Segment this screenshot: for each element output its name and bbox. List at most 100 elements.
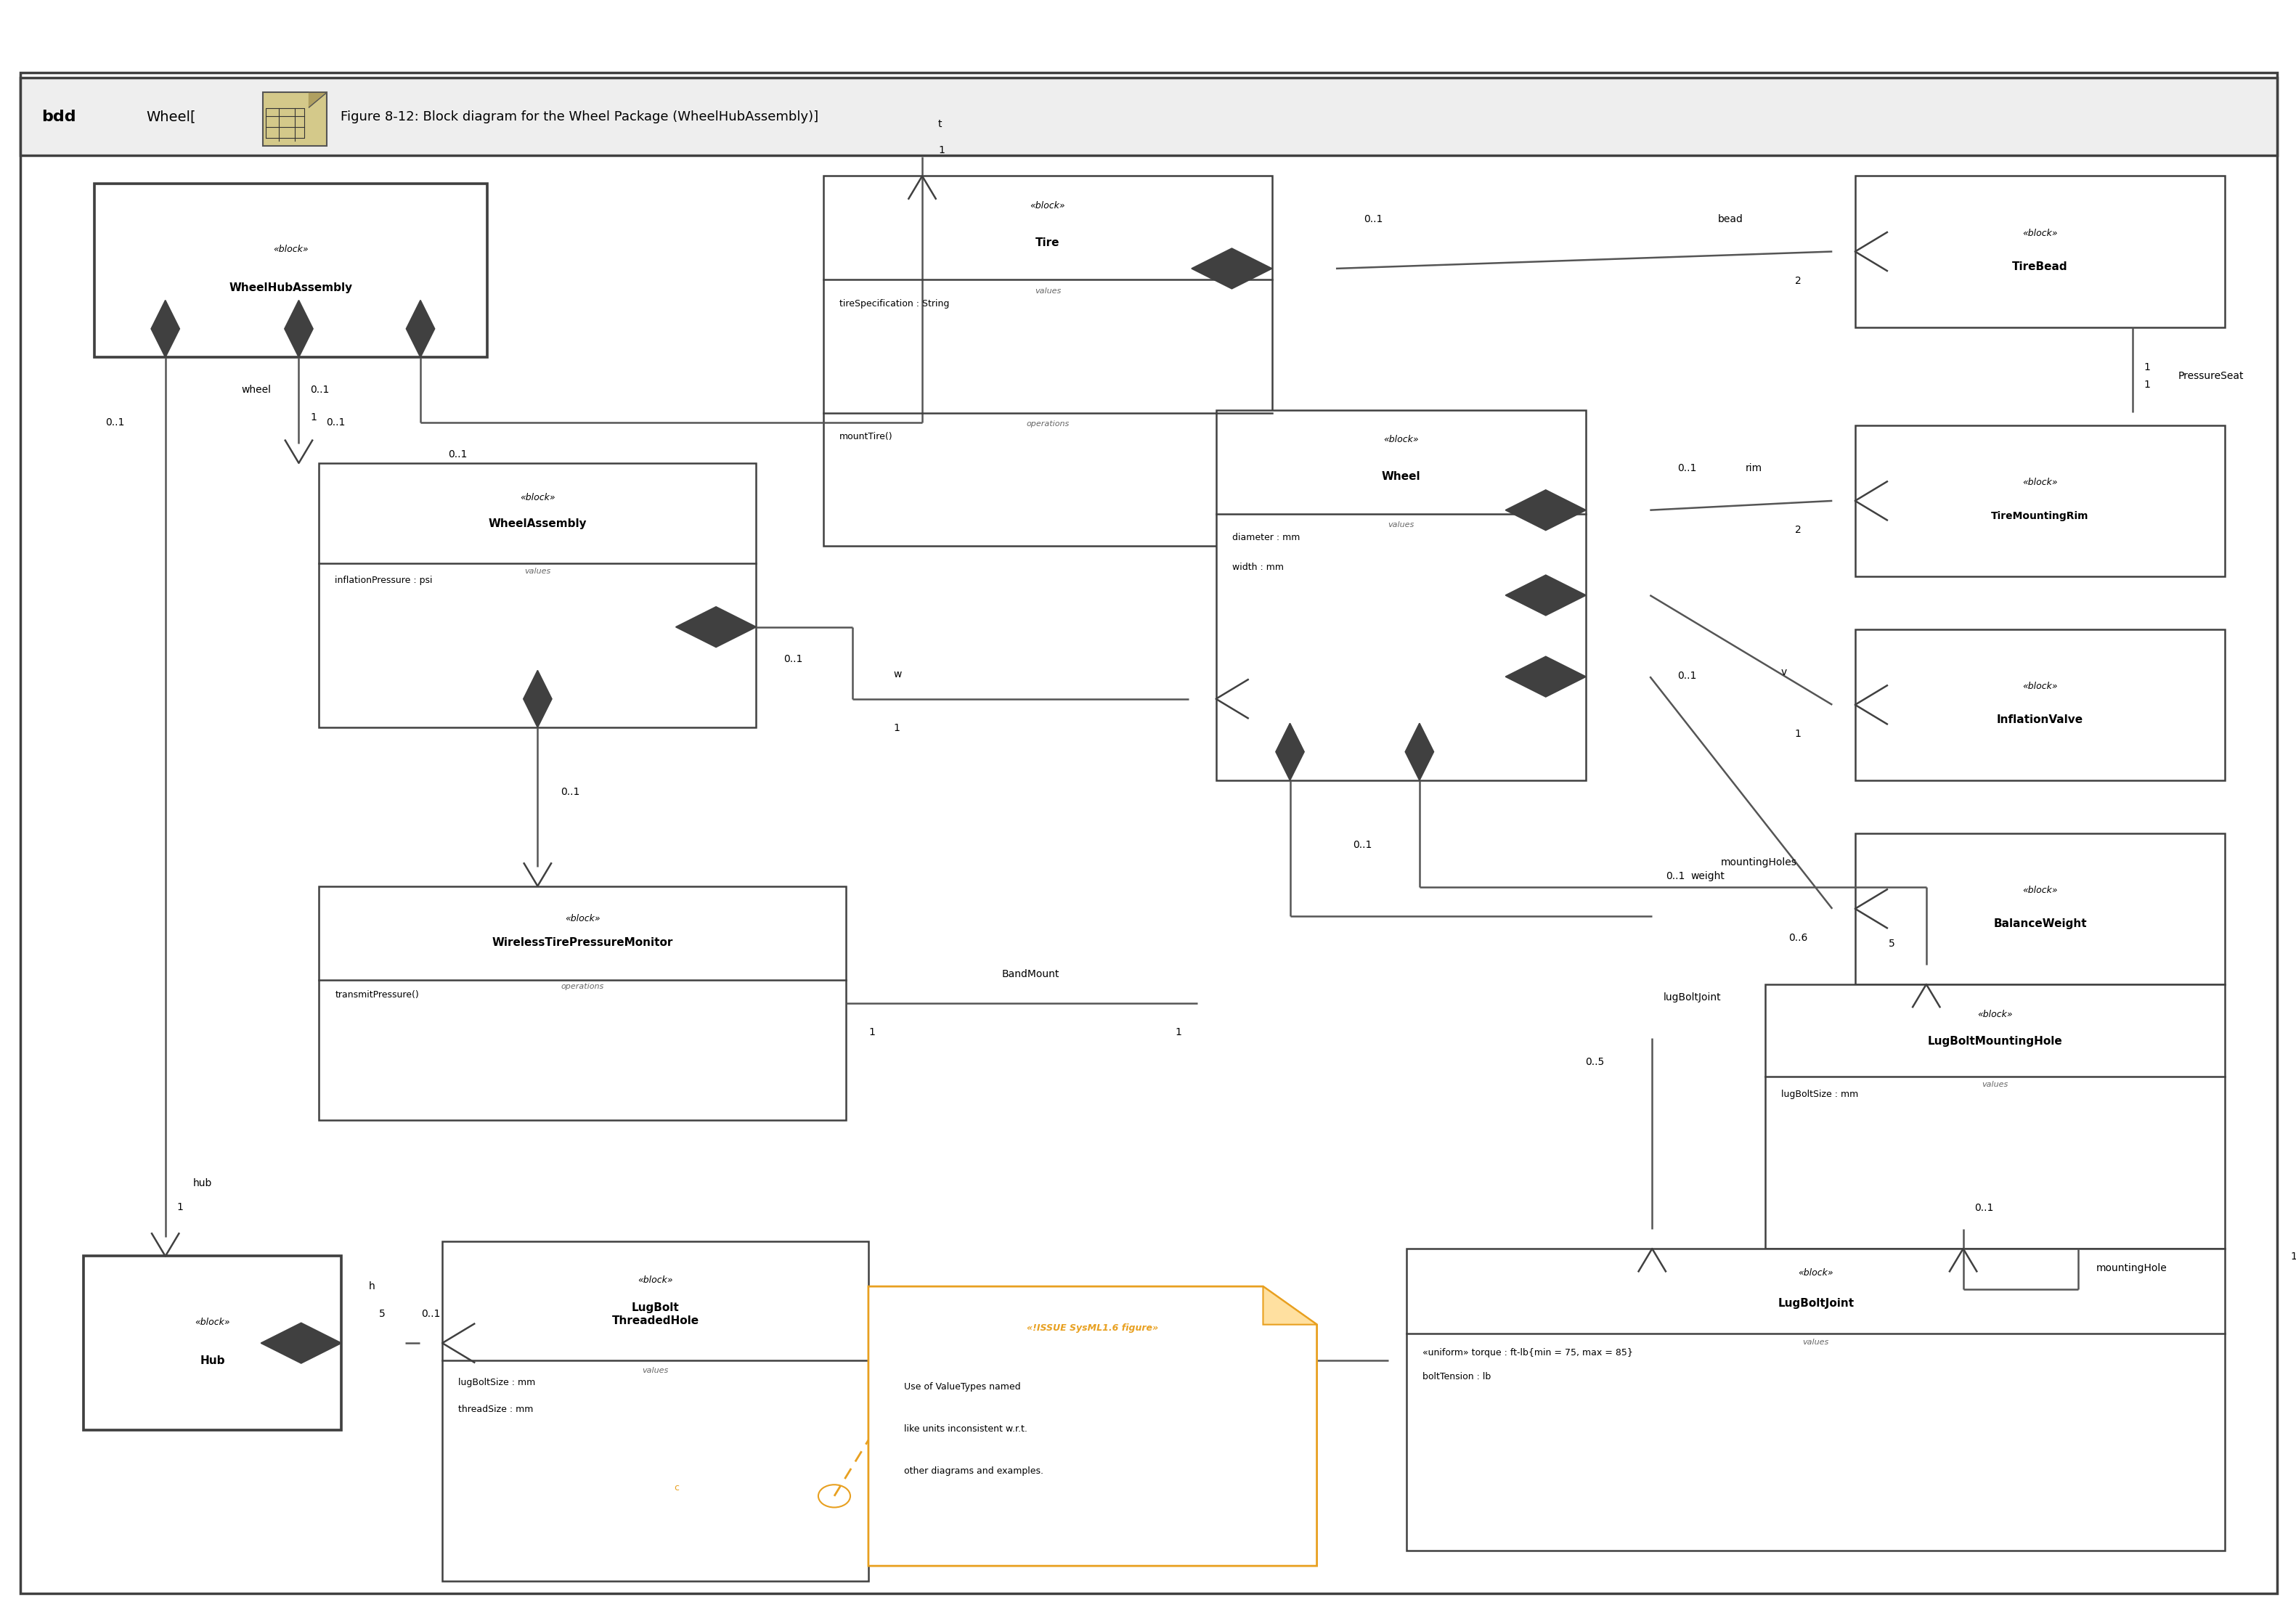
Text: values: values xyxy=(1802,1339,1830,1345)
Polygon shape xyxy=(675,606,755,647)
Text: operations: operations xyxy=(560,982,604,990)
FancyBboxPatch shape xyxy=(262,92,326,146)
Polygon shape xyxy=(1506,575,1587,616)
Polygon shape xyxy=(1506,490,1587,530)
FancyBboxPatch shape xyxy=(1217,410,1587,780)
Text: «block»: «block» xyxy=(2023,229,2057,238)
Text: 0..1: 0..1 xyxy=(1678,464,1697,473)
Polygon shape xyxy=(1263,1287,1318,1324)
Text: TireMountingRim: TireMountingRim xyxy=(1991,511,2089,520)
Text: 1: 1 xyxy=(2291,1251,2296,1261)
Text: values: values xyxy=(523,567,551,575)
Text: boltTension : lb: boltTension : lb xyxy=(1424,1373,1490,1381)
Text: 0..5: 0..5 xyxy=(1587,1057,1605,1067)
FancyBboxPatch shape xyxy=(319,464,755,728)
Text: mountingHoles: mountingHoles xyxy=(1720,858,1798,867)
Text: rim: rim xyxy=(1745,464,1761,473)
Text: BandMount: BandMount xyxy=(1001,969,1061,979)
Text: «block»: «block» xyxy=(1382,434,1419,444)
Text: v: v xyxy=(1779,668,1786,678)
Text: 1: 1 xyxy=(177,1203,184,1213)
Text: bead: bead xyxy=(1717,214,1743,224)
FancyBboxPatch shape xyxy=(1766,984,2225,1248)
FancyBboxPatch shape xyxy=(824,177,1272,546)
FancyBboxPatch shape xyxy=(21,78,2278,156)
Text: «uniform» torque : ft-lb{min = 75, max = 85}: «uniform» torque : ft-lb{min = 75, max =… xyxy=(1424,1349,1632,1358)
Text: Use of ValueTypes named: Use of ValueTypes named xyxy=(905,1383,1022,1392)
Text: «!ISSUE SysML1.6 figure»: «!ISSUE SysML1.6 figure» xyxy=(1026,1324,1159,1332)
Text: «block»: «block» xyxy=(195,1318,230,1328)
Text: w: w xyxy=(893,669,902,679)
Text: h: h xyxy=(370,1281,374,1292)
Text: Tire: Tire xyxy=(1035,237,1061,248)
Text: like units inconsistent w.r.t.: like units inconsistent w.r.t. xyxy=(905,1425,1029,1433)
FancyBboxPatch shape xyxy=(1407,1248,2225,1551)
Polygon shape xyxy=(285,300,312,357)
Text: 0..1: 0..1 xyxy=(783,655,804,665)
Text: «block»: «block» xyxy=(273,245,308,254)
Text: 1: 1 xyxy=(1795,729,1800,739)
FancyBboxPatch shape xyxy=(94,183,487,357)
Text: «block»: «block» xyxy=(638,1276,673,1285)
Text: values: values xyxy=(1035,287,1061,295)
Text: 0..1: 0..1 xyxy=(310,386,328,396)
Polygon shape xyxy=(1405,723,1433,780)
Polygon shape xyxy=(1192,248,1272,289)
Text: 0..1: 0..1 xyxy=(326,417,344,428)
Text: lugBoltSize : mm: lugBoltSize : mm xyxy=(1782,1089,1857,1099)
Polygon shape xyxy=(310,92,326,107)
Text: operations: operations xyxy=(1026,420,1070,428)
Text: threadSize : mm: threadSize : mm xyxy=(459,1405,533,1414)
Text: «block»: «block» xyxy=(2023,682,2057,692)
Text: TireBead: TireBead xyxy=(2011,261,2069,272)
FancyBboxPatch shape xyxy=(443,1242,868,1580)
Text: Wheel: Wheel xyxy=(1382,472,1421,481)
Text: c: c xyxy=(675,1483,680,1493)
Text: inflationPressure : psi: inflationPressure : psi xyxy=(335,575,432,585)
Text: Figure 8-12: Block diagram for the Wheel Package (WheelHubAssembly)]: Figure 8-12: Block diagram for the Wheel… xyxy=(340,110,817,123)
Text: «block»: «block» xyxy=(519,493,556,503)
Text: WirelessTirePressureMonitor: WirelessTirePressureMonitor xyxy=(491,937,673,948)
Polygon shape xyxy=(1506,657,1587,697)
Text: 1: 1 xyxy=(310,413,317,423)
Text: 5: 5 xyxy=(1890,939,1894,948)
Text: 0..1: 0..1 xyxy=(1975,1203,1993,1213)
FancyBboxPatch shape xyxy=(83,1256,342,1430)
Text: 1: 1 xyxy=(886,1384,893,1394)
Text: 2: 2 xyxy=(1795,525,1800,535)
Text: 0..1: 0..1 xyxy=(1364,214,1382,224)
Text: 1: 1 xyxy=(1176,1028,1182,1037)
Text: InflationValve: InflationValve xyxy=(1998,715,2082,725)
Polygon shape xyxy=(1277,723,1304,780)
Text: BalanceWeight: BalanceWeight xyxy=(1993,919,2087,929)
Text: values: values xyxy=(1387,522,1414,528)
Text: WheelAssembly: WheelAssembly xyxy=(489,519,588,530)
Text: other diagrams and examples.: other diagrams and examples. xyxy=(905,1465,1045,1475)
Text: 1: 1 xyxy=(868,1028,875,1037)
Text: 1: 1 xyxy=(893,723,900,733)
Text: t: t xyxy=(939,118,941,130)
Text: 0..1: 0..1 xyxy=(106,417,124,428)
Text: weight: weight xyxy=(1690,870,1724,882)
FancyBboxPatch shape xyxy=(1855,629,2225,780)
Text: values: values xyxy=(1981,1081,2009,1088)
Text: values: values xyxy=(643,1367,668,1375)
Text: mountTire(): mountTire() xyxy=(840,433,893,441)
Text: 0..1: 0..1 xyxy=(1281,1326,1300,1336)
Text: 1: 1 xyxy=(939,144,944,156)
Text: LugBoltJoint: LugBoltJoint xyxy=(1777,1297,1853,1308)
Text: hub: hub xyxy=(193,1178,211,1188)
Text: 0..1: 0..1 xyxy=(560,788,579,798)
Polygon shape xyxy=(262,1323,342,1363)
Text: «block»: «block» xyxy=(2023,887,2057,895)
Text: 0..1: 0..1 xyxy=(1352,840,1373,851)
Text: diameter : mm: diameter : mm xyxy=(1233,533,1300,543)
Text: lugBoltSize : mm: lugBoltSize : mm xyxy=(459,1378,535,1388)
Text: wheel: wheel xyxy=(241,386,271,396)
FancyBboxPatch shape xyxy=(319,887,845,1120)
Text: width : mm: width : mm xyxy=(1233,562,1283,572)
Text: transmitPressure(): transmitPressure() xyxy=(335,990,418,1000)
Text: 0..1: 0..1 xyxy=(1667,870,1685,882)
Text: 0..1: 0..1 xyxy=(448,449,466,460)
Text: «block»: «block» xyxy=(1977,1010,2014,1020)
